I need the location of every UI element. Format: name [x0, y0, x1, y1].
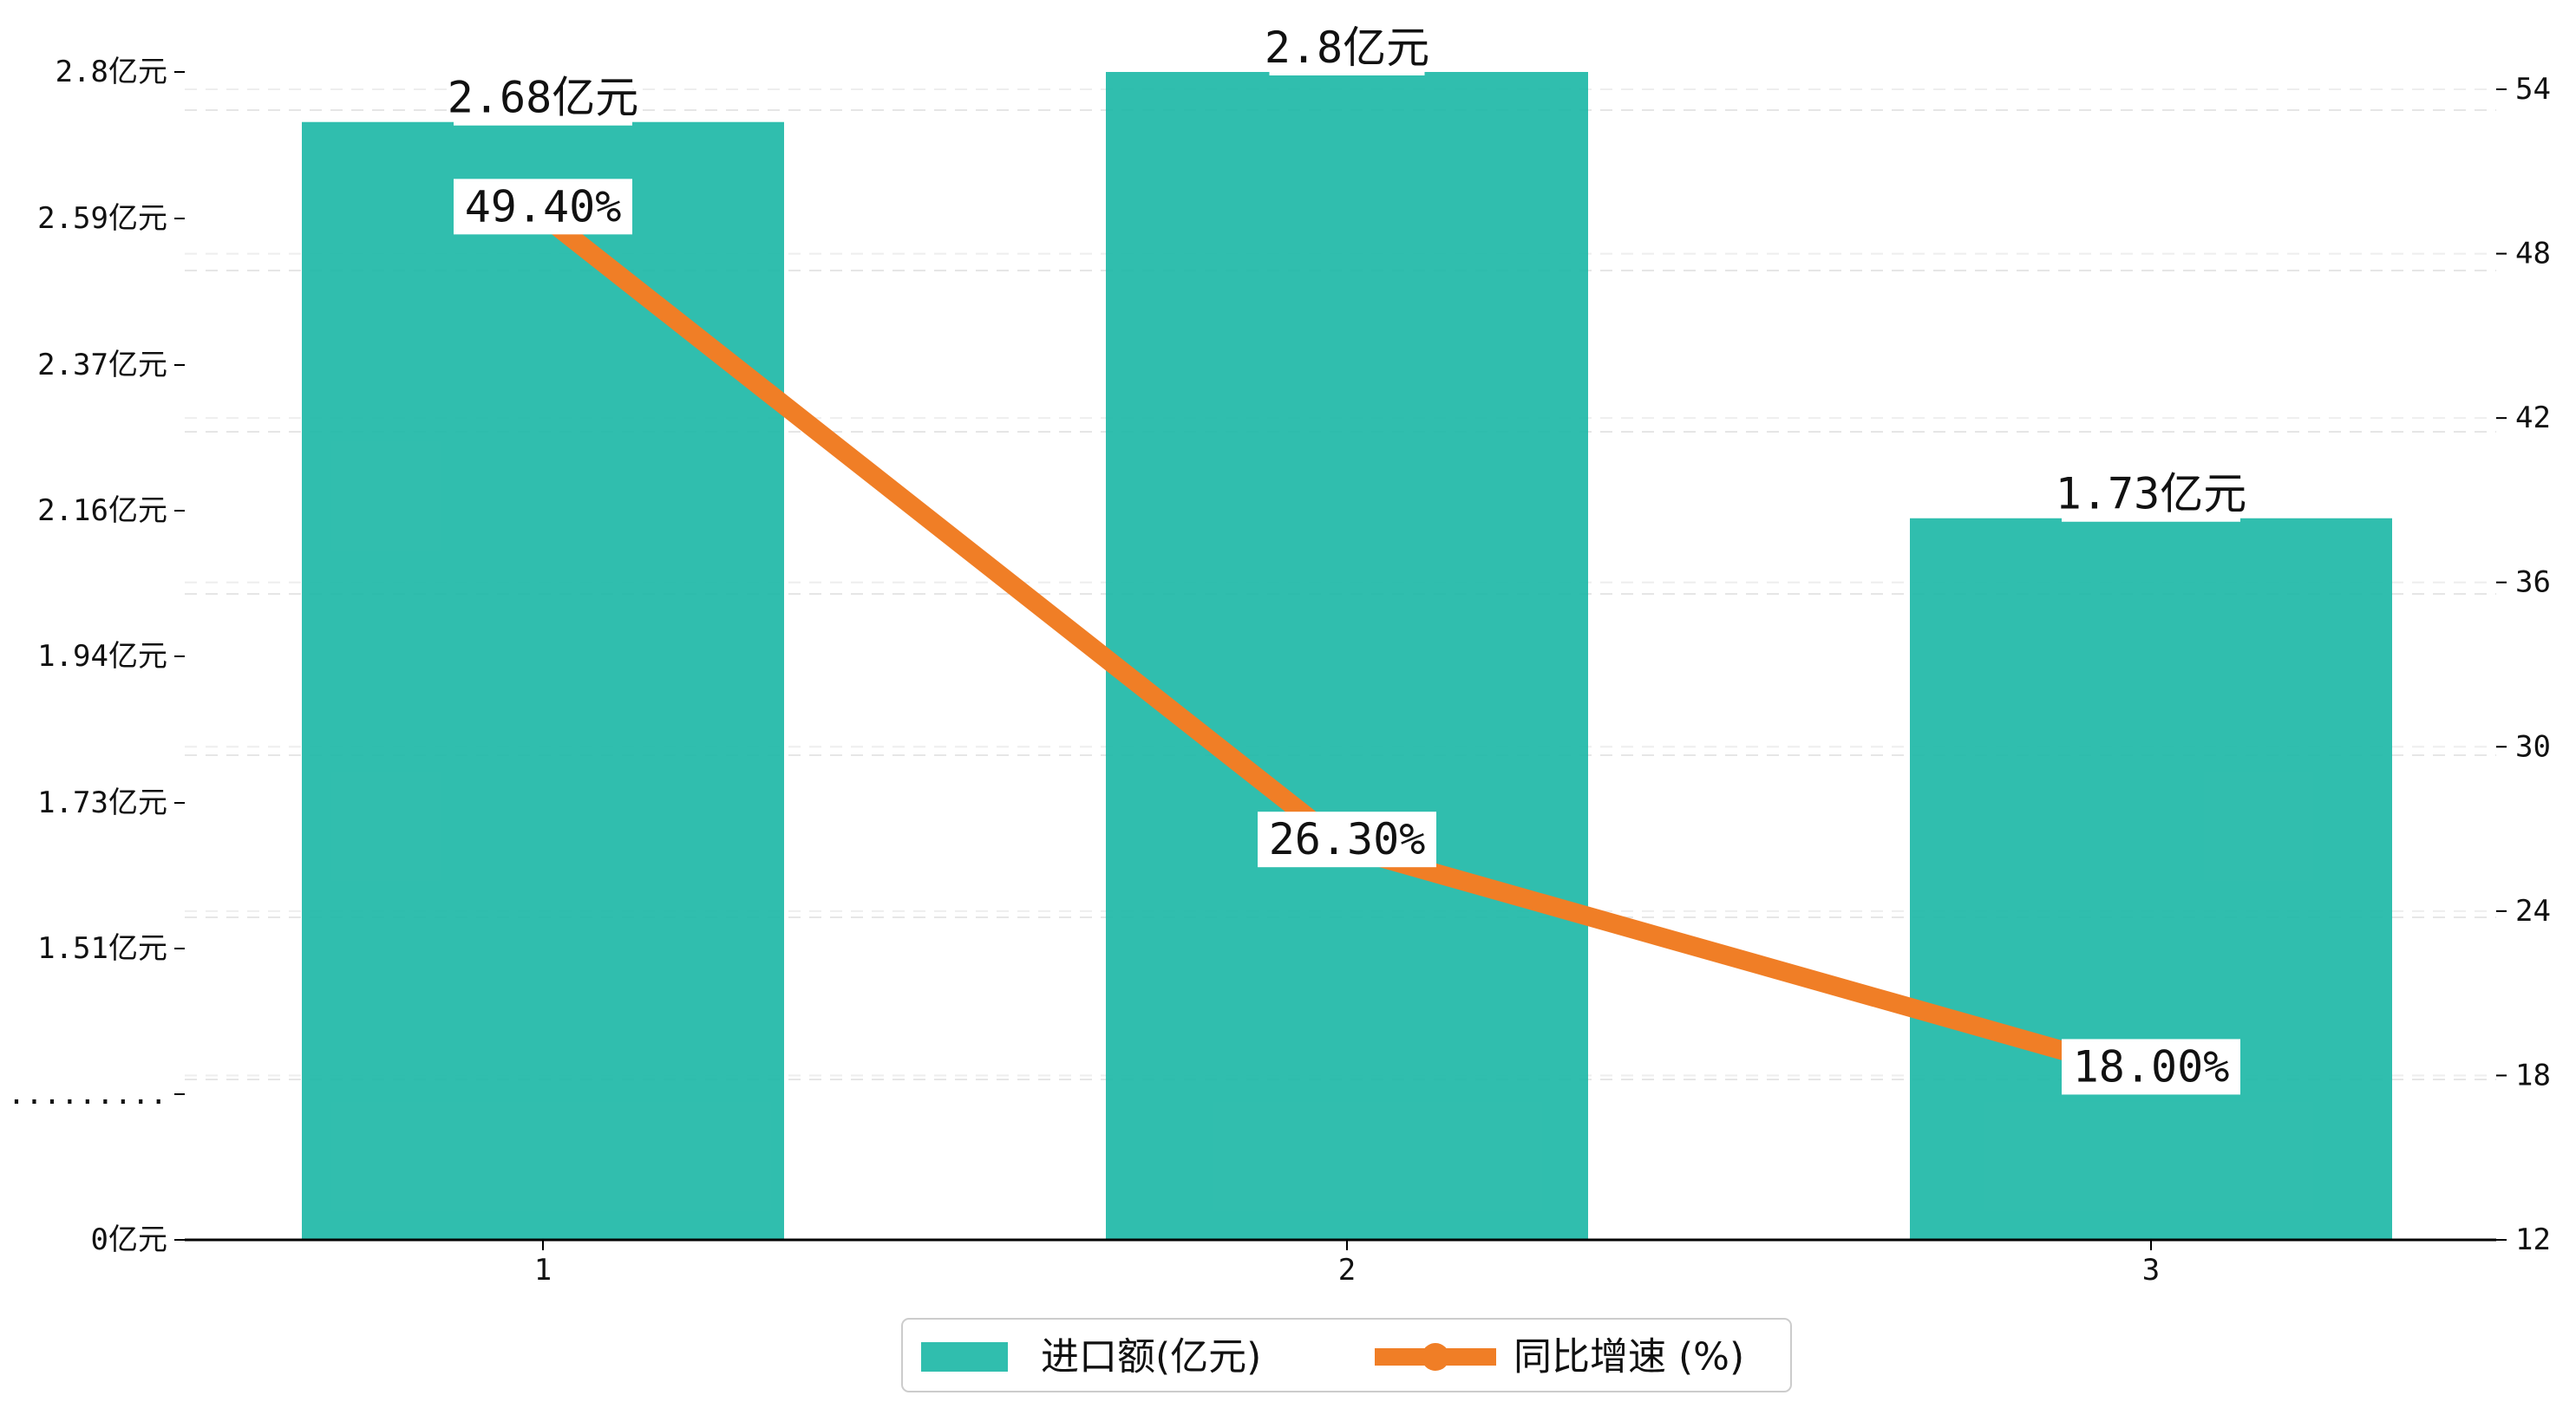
svg-text:18.00%: 18.00%	[2073, 1041, 2230, 1092]
y-left-tick-label: 1.73亿元	[37, 786, 167, 820]
y-left-tick-label: 1.51亿元	[37, 931, 167, 966]
y-right-tick-label: 54	[2515, 72, 2551, 107]
y-left-tick-label: 0亿元	[91, 1223, 167, 1257]
y-right-tick-label: 42	[2515, 401, 2551, 435]
y-right-tick-label: 36	[2515, 565, 2551, 600]
legend-swatch-bar	[921, 1342, 1008, 1372]
svg-text:26.30%: 26.30%	[1269, 814, 1426, 864]
legend-box	[901, 1318, 1792, 1392]
legend: 进口额(亿元) 同比增速 (%)	[901, 1318, 1792, 1392]
x-tick-label: 1	[534, 1253, 552, 1288]
y-right-tick-label: 18	[2515, 1058, 2551, 1092]
bar-value-label: 1.73亿元	[2056, 466, 2246, 522]
svg-text:1.73亿元: 1.73亿元	[2056, 469, 2246, 519]
y-right-tick-label: 24	[2515, 894, 2551, 929]
axes: 0亿元......... 1.51亿元 1.73亿元 1.94亿元 2.16亿元 2.37…	[8, 55, 2551, 1288]
y-right-tick-label: 12	[2515, 1223, 2551, 1257]
line-value-label: 49.40%	[454, 179, 632, 235]
bar-value-label: 2.68亿元	[448, 69, 638, 126]
line-data-labels: 49.40% 26.30% 18.00%	[454, 179, 2240, 1095]
y-right-tick-label: 48	[2515, 237, 2551, 271]
bar-2	[1106, 72, 1588, 1240]
line-value-label: 26.30%	[1258, 812, 1436, 868]
y-left-tick-label: 2.8亿元	[56, 55, 167, 89]
legend-label-line: 同比增速 (%)	[1514, 1335, 1744, 1379]
x-tick-label: 3	[2142, 1253, 2160, 1288]
svg-text:2.68亿元: 2.68亿元	[448, 73, 638, 123]
bar-value-label: 2.8亿元	[1265, 20, 1429, 75]
y-right-tick-label: 30	[2515, 729, 2551, 764]
legend-swatch-marker	[1422, 1343, 1449, 1371]
bar-3	[1910, 518, 2392, 1240]
bar-series	[302, 72, 2392, 1241]
y-left-tick-label: 2.59亿元	[37, 201, 167, 236]
bar-1	[302, 121, 784, 1241]
svg-text:49.40%: 49.40%	[465, 181, 622, 231]
x-tick-label: 2	[1338, 1253, 1356, 1288]
svg-text:2.8亿元: 2.8亿元	[1265, 23, 1429, 73]
legend-label-bar: 进口额(亿元)	[1041, 1335, 1261, 1379]
y-left-tick-label: 2.16亿元	[37, 493, 167, 528]
y-left-tick-label: .........	[8, 1077, 167, 1112]
line-value-label: 18.00%	[2062, 1039, 2240, 1095]
y-left-tick-label: 1.94亿元	[37, 639, 167, 674]
bar-data-labels: 2.68亿元 2.8亿元 1.73亿元	[448, 20, 2246, 522]
y-left-tick-label: 2.37亿元	[37, 348, 167, 382]
